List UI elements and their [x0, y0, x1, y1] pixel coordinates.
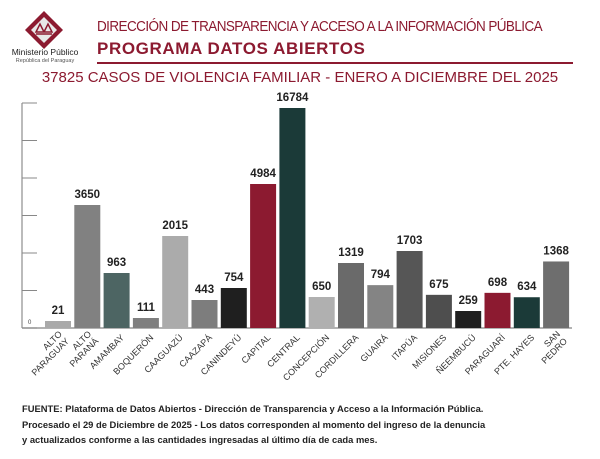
bar	[279, 108, 306, 328]
ministerio-publico-logo	[25, 11, 63, 49]
value-label: 3650	[75, 189, 101, 201]
category-label: ITAPÚA	[390, 332, 420, 362]
value-label: 1703	[397, 235, 423, 247]
bar	[484, 292, 511, 328]
footer-line-1: FUENTE: Plataforma de Datos Abiertos - D…	[22, 403, 484, 414]
header-title: DIRECCIÓN DE TRANSPARENCIA Y ACCESO A LA…	[97, 19, 543, 35]
footer-source: FUENTE: Plataforma de Datos Abiertos - D…	[22, 401, 485, 448]
bar	[132, 318, 159, 328]
footer-line-2: Procesado el 29 de Diciembre de 2025 - L…	[22, 418, 486, 430]
bar	[220, 288, 247, 328]
bar	[45, 321, 71, 328]
bar	[250, 184, 277, 328]
category-label: GUAIRÁ	[358, 332, 389, 363]
value-label: 1368	[543, 245, 569, 257]
bar	[162, 236, 189, 328]
value-label: 443	[195, 284, 214, 296]
value-label: 754	[224, 272, 244, 284]
header-subtitle: PROGRAMA DATOS ABIERTOS	[97, 39, 366, 58]
org-name: Ministerio Público	[11, 47, 79, 57]
value-label: 21	[52, 305, 65, 317]
bar	[74, 205, 101, 328]
value-label: 650	[312, 281, 331, 293]
value-label: 794	[371, 269, 391, 281]
category-label: SANPEDRO	[532, 329, 569, 366]
header-divider	[97, 62, 573, 64]
value-label: 259	[459, 295, 478, 307]
org-country: República del Paraguay	[15, 58, 75, 64]
value-label: 111	[137, 302, 156, 314]
value-label: 4984	[250, 168, 276, 180]
value-label: 1319	[338, 247, 364, 259]
category-label: ALTOPARAGUAY	[23, 329, 72, 378]
bar	[308, 297, 335, 328]
chart-title: 37825 CASOS DE VIOLENCIA FAMILIAR - ENER…	[41, 69, 559, 86]
value-label: 675	[429, 279, 449, 291]
category-label-line: GUAIRÁ	[358, 332, 389, 363]
bar	[396, 251, 423, 328]
bar	[338, 263, 364, 328]
value-label: 2015	[162, 220, 188, 232]
value-label: 634	[517, 281, 537, 293]
bar	[191, 300, 218, 328]
category-label-line: ITAPÚA	[390, 332, 420, 362]
y-tick-label: 0	[28, 320, 32, 326]
footer-line-3: y actualizados conforme a las cantidades…	[22, 434, 378, 445]
value-label: 698	[488, 277, 508, 289]
bar	[103, 273, 130, 328]
value-label: 16784	[276, 92, 309, 104]
bar	[543, 261, 570, 328]
bar	[367, 285, 394, 328]
bar	[425, 294, 452, 328]
bar-chart: 0 21 3650 963 111 2015 443 754 4984 16784 650 1319 7…	[21, 92, 572, 383]
value-label: 963	[107, 257, 126, 269]
bar	[455, 311, 482, 328]
bar	[513, 297, 540, 328]
